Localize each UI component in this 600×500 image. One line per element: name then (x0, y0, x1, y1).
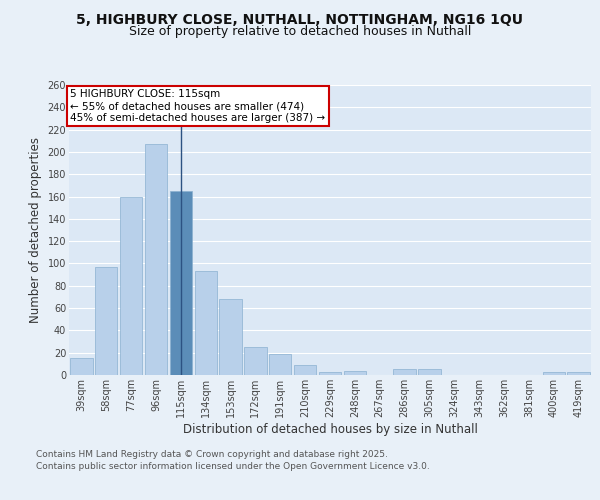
Bar (145, 144, 167, 375)
Bar (220, 299, 242, 375)
Bar (294, 365, 316, 375)
Text: Contains HM Land Registry data © Crown copyright and database right 2025.: Contains HM Land Registry data © Crown c… (36, 450, 388, 459)
Bar (194, 272, 217, 375)
Bar (568, 372, 590, 375)
Bar (542, 372, 565, 375)
Y-axis label: Number of detached properties: Number of detached properties (29, 137, 42, 323)
Text: Size of property relative to detached houses in Nuthall: Size of property relative to detached ho… (129, 25, 471, 38)
Bar (319, 372, 341, 375)
Bar (344, 370, 366, 375)
Text: Contains public sector information licensed under the Open Government Licence v3: Contains public sector information licen… (36, 462, 430, 471)
Text: 5 HIGHBURY CLOSE: 115sqm
← 55% of detached houses are smaller (474)
45% of semi-: 5 HIGHBURY CLOSE: 115sqm ← 55% of detach… (70, 90, 325, 122)
Bar (95, 267, 118, 375)
Bar (269, 354, 292, 375)
Bar (394, 370, 416, 375)
Bar (120, 196, 142, 375)
X-axis label: Distribution of detached houses by size in Nuthall: Distribution of detached houses by size … (182, 422, 478, 436)
Bar (170, 191, 192, 375)
Bar (244, 347, 266, 375)
Bar (70, 358, 92, 375)
Bar (418, 370, 440, 375)
Text: 5, HIGHBURY CLOSE, NUTHALL, NOTTINGHAM, NG16 1QU: 5, HIGHBURY CLOSE, NUTHALL, NOTTINGHAM, … (77, 12, 523, 26)
